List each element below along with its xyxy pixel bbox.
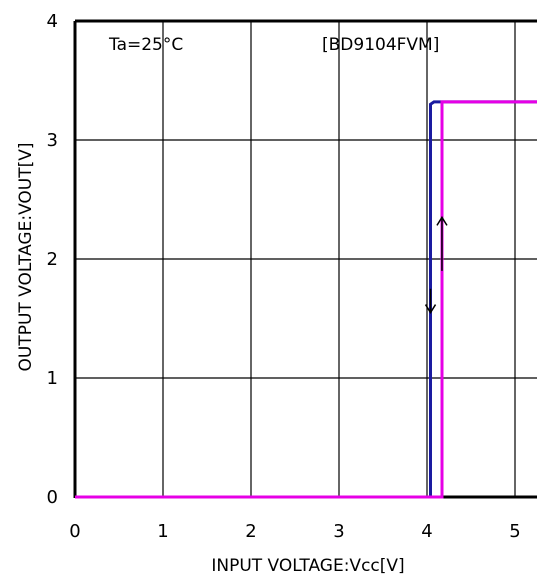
x-tick-label: 0 <box>69 521 80 542</box>
y-tick-label: 4 <box>47 11 58 32</box>
series-line-1 <box>75 100 537 499</box>
arrow-down-head <box>424 304 437 314</box>
y-tick-label: 3 <box>47 130 58 151</box>
arrow-up-head <box>436 215 448 226</box>
x-tick-label: 3 <box>333 521 344 542</box>
annotation-part-number: [BD9104FVM] <box>322 35 439 55</box>
x-tick-label: 1 <box>157 521 168 542</box>
tick-labels: 0 1 2 3 4 5 0 1 2 3 4 <box>47 11 521 542</box>
x-tick-label: 4 <box>421 521 432 542</box>
x-tick-label: 5 <box>509 521 520 542</box>
y-tick-label: 2 <box>47 249 58 270</box>
series-line-2 <box>75 100 537 499</box>
grid-lines <box>75 21 537 497</box>
y-tick-label: 1 <box>47 368 58 389</box>
hysteresis-arrows <box>424 215 448 314</box>
series-lines <box>75 100 537 499</box>
y-tick-label: 0 <box>47 487 58 508</box>
x-tick-label: 2 <box>245 521 256 542</box>
y-axis-label: OUTPUT VOLTAGE:VOUT[V] <box>16 142 36 371</box>
x-axis-label: INPUT VOLTAGE:Vcc[V] <box>211 556 404 576</box>
annotation-condition: Ta=25°C <box>108 35 183 55</box>
